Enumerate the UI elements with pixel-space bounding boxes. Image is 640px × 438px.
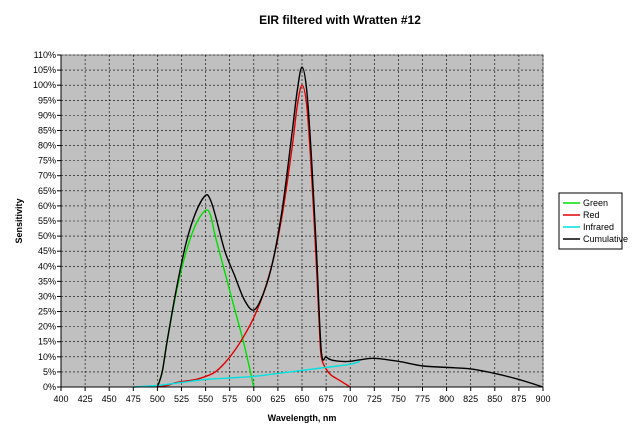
legend-items: Green Red Infrared Cumulative (563, 198, 628, 244)
gridlines (61, 54, 544, 387)
y-tick-label: 55% (38, 216, 56, 226)
x-axis-title: Wavelength, nm (268, 413, 337, 423)
x-tick-label: 875 (511, 394, 526, 404)
y-tick-label: 30% (38, 291, 56, 301)
x-tick-label: 650 (294, 394, 309, 404)
x-tick-label: 675 (319, 394, 334, 404)
x-tick-label: 700 (343, 394, 358, 404)
y-tick-label: 35% (38, 276, 56, 286)
x-tick-label: 450 (102, 394, 117, 404)
y-tick-label: 85% (38, 125, 56, 135)
y-tick-label: 90% (38, 110, 56, 120)
x-tick-label: 550 (198, 394, 213, 404)
x-tick-label: 625 (270, 394, 285, 404)
x-tick-label: 775 (415, 394, 430, 404)
x-tick-label: 600 (246, 394, 261, 404)
x-tick-label: 825 (463, 394, 478, 404)
x-tick-label: 800 (439, 394, 454, 404)
x-tick-label: 750 (391, 394, 406, 404)
y-tick-label: 5% (43, 367, 56, 377)
y-tick-label: 100% (33, 80, 56, 90)
legend: Green Red Infrared Cumulative (558, 192, 628, 250)
y-tick-label: 50% (38, 231, 56, 241)
x-tick-label: 575 (222, 394, 237, 404)
x-tick-labels: 400 425 450 475 500 525 550 575 600 625 650 675 700 7… (53, 387, 551, 404)
x-tick-label: 500 (150, 394, 165, 404)
series-line-cumulative (156, 66, 544, 388)
series-layer (133, 66, 544, 388)
y-axis-title: Sensitivity (14, 198, 24, 243)
y-tick-label: 75% (38, 156, 56, 166)
y-tick-label: 80% (38, 141, 56, 151)
y-tick-labels: 0% 5% 10% 15% 20% 25% 30% 35% 40% 45% 50% 55% 60% 65%… (33, 50, 61, 392)
legend-label-red: Red (583, 210, 600, 220)
x-tick-label: 725 (367, 394, 382, 404)
y-tick-label: 40% (38, 261, 56, 271)
y-tick-label: 45% (38, 246, 56, 256)
y-tick-label: 65% (38, 186, 56, 196)
legend-label-infrared: Infrared (583, 222, 614, 232)
y-tick-label: 60% (38, 201, 56, 211)
x-tick-label: 850 (487, 394, 502, 404)
y-tick-label: 25% (38, 307, 56, 317)
x-tick-label: 400 (53, 394, 68, 404)
x-tick-label: 525 (174, 394, 189, 404)
y-tick-label: 20% (38, 322, 56, 332)
y-tick-label: 70% (38, 171, 56, 181)
series-line-infrared (133, 360, 361, 388)
y-tick-label: 95% (38, 95, 56, 105)
x-tick-label: 900 (535, 394, 550, 404)
x-tick-label: 475 (126, 394, 141, 404)
y-tick-label: 10% (38, 352, 56, 362)
y-tick-label: 105% (33, 65, 56, 75)
y-tick-label: 110% (34, 50, 56, 60)
x-tick-label: 425 (78, 394, 93, 404)
chart-title: EIR filtered with Wratten #12 (259, 13, 421, 27)
y-tick-label: 15% (38, 337, 56, 347)
legend-label-cumulative: Cumulative (583, 234, 628, 244)
y-tick-label: 0% (43, 382, 56, 392)
legend-label-green: Green (583, 198, 608, 208)
